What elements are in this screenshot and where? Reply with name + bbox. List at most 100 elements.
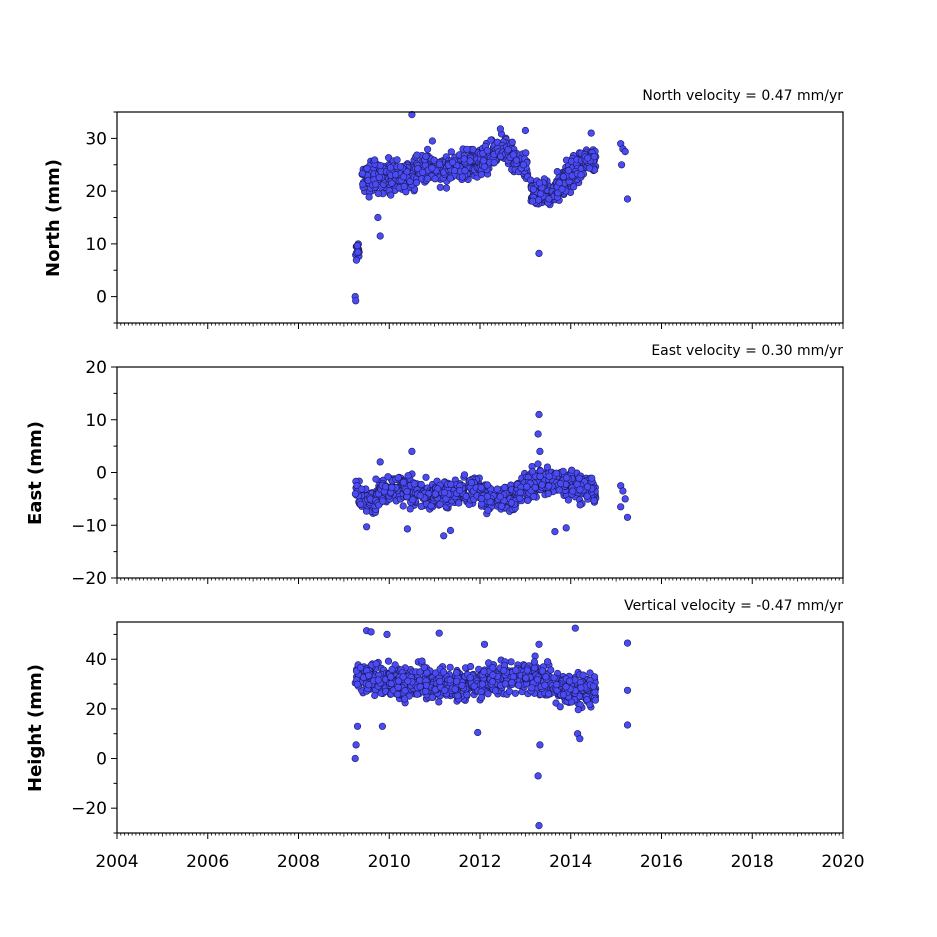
north-data-point [372, 180, 380, 188]
north-data-point [422, 152, 430, 160]
north-data-point [553, 168, 561, 176]
east-data-point [376, 458, 384, 466]
east-data-point [501, 483, 509, 492]
north-data-point [376, 161, 385, 170]
east-data-point [590, 497, 598, 505]
height-data-point [446, 676, 454, 684]
height-data-point [559, 691, 568, 699]
north-data-point [590, 153, 598, 161]
east-data-point [583, 492, 591, 500]
east-data-point [417, 480, 425, 489]
north-data-point [617, 161, 626, 169]
height-data-point [508, 678, 516, 687]
height-data-point [470, 682, 478, 690]
height-data-point [550, 674, 558, 682]
x-tick-label: 2014 [549, 852, 592, 872]
east-data-point [568, 466, 576, 474]
north-data-point [519, 161, 528, 169]
north-data-point [424, 145, 432, 153]
north-data-point [621, 148, 629, 156]
north-data-point [577, 171, 585, 179]
north-data-point [358, 169, 367, 178]
x-tick-label: 2018 [731, 852, 774, 872]
north-data-point [392, 171, 400, 179]
east-data-point [559, 467, 567, 475]
east-data-point [575, 474, 583, 482]
north-data-point [414, 165, 422, 173]
height-data-point [353, 722, 362, 730]
north-data-point [396, 163, 405, 171]
height-data-point [401, 687, 409, 695]
north-data-point [535, 179, 544, 187]
east-data-point [456, 486, 464, 495]
height-data-point [416, 683, 424, 691]
height-data-point [535, 821, 543, 830]
north-data-point [400, 173, 408, 181]
height-data-point [544, 690, 553, 698]
north-data-point [623, 195, 632, 203]
north-data-point [479, 157, 488, 165]
east-data-point [531, 483, 539, 492]
east-data-point [409, 496, 417, 504]
height-y-tick-label: 0 [96, 750, 107, 770]
height-data-point [440, 668, 448, 676]
east-data-point [399, 478, 408, 487]
vertical-velocity-title: Vertical velocity = -0.47 mm/yr [624, 598, 843, 614]
east-data-point [477, 484, 485, 492]
east-data-point [564, 496, 573, 504]
height-data-point [436, 677, 444, 686]
north-data-point [555, 179, 563, 187]
east-data-point [583, 483, 592, 491]
north-data-point [536, 190, 545, 198]
north-data-point [428, 137, 437, 145]
north-data-point [535, 249, 543, 257]
height-data-point [591, 688, 599, 696]
east-data-point [538, 481, 546, 489]
east-data-point [372, 475, 380, 483]
east-data-point [446, 526, 455, 535]
east-y-tick-label: 20 [85, 358, 107, 378]
east-data-point [576, 486, 584, 494]
east-y-tick-label: 10 [85, 411, 107, 431]
height-data-point [435, 629, 443, 637]
north-data-point [446, 174, 454, 182]
height-data-point [365, 671, 373, 680]
height-data-point [542, 673, 550, 681]
east-data-point [617, 503, 625, 511]
x-tick-label: 2016 [640, 852, 683, 872]
x-axis-tick-labels: 2004 2006 2008 2010 2012 2014 2016 2018 2020 [95, 852, 864, 872]
north-data-point [387, 164, 395, 172]
north-data-point [374, 213, 382, 222]
height-data-point [552, 680, 561, 689]
north-data-point [521, 126, 530, 135]
east-data-point [351, 490, 360, 498]
height-data-point [623, 721, 632, 729]
east-velocity-title: East velocity = 0.30 mm/yr [651, 343, 843, 359]
height-data-point [623, 639, 632, 647]
height-data-point [536, 741, 544, 749]
north-data-point [584, 154, 592, 162]
east-data-point [399, 502, 407, 510]
east-data-point [552, 469, 561, 477]
east-data-point [483, 492, 492, 501]
north-data-point [400, 182, 408, 191]
east-y-tick-label: −20 [71, 569, 107, 589]
east-data-point [496, 493, 504, 501]
height-data-point [441, 686, 449, 695]
height-data-point [507, 658, 515, 666]
north-data-point [522, 149, 530, 157]
north-data-point [450, 167, 459, 175]
north-data-point [376, 232, 384, 240]
north-data-point [477, 170, 486, 179]
height-data-point [528, 684, 536, 692]
east-data-point [431, 490, 440, 498]
east-data-point [357, 500, 365, 508]
east-data-point [440, 488, 449, 497]
height-data-point [501, 680, 510, 688]
north-data-point [413, 179, 421, 187]
height-data-point [571, 624, 579, 632]
north-data-point [512, 156, 521, 164]
height-data-point [511, 689, 520, 697]
north-data-point [354, 248, 362, 256]
height-data-point [467, 662, 475, 671]
